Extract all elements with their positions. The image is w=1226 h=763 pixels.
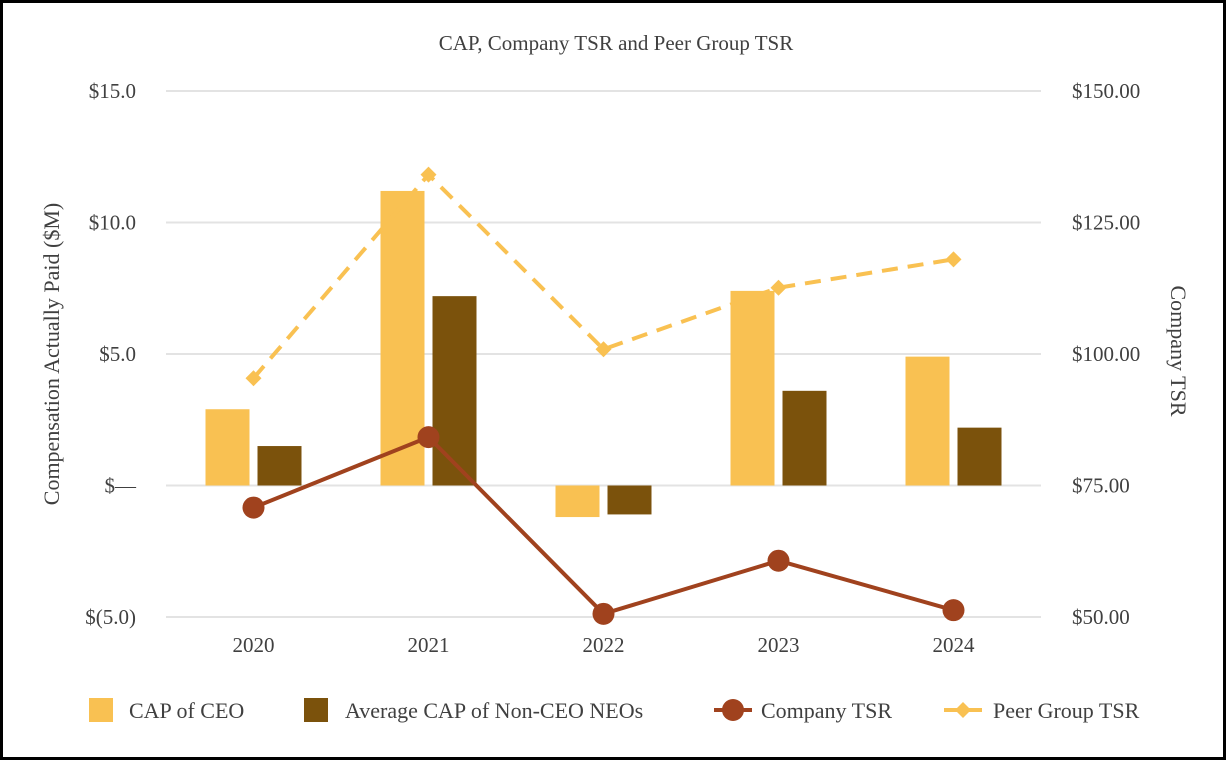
bar-cap-ceo: [555, 485, 600, 518]
y-tick-label: $10.0: [89, 211, 136, 235]
x-tick-label: 2022: [583, 633, 625, 657]
point-company-tsr: [242, 496, 265, 519]
legend-label-average-cap-of-non-ceo-neos: Average CAP of Non-CEO NEOs: [345, 698, 643, 723]
legend-label-company-tsr: Company TSR: [761, 698, 892, 723]
point-peer-group-tsr: [245, 370, 262, 387]
x-tick-label: 2023: [758, 633, 800, 657]
bar-cap-ceo: [730, 290, 775, 486]
bar-layer: [205, 190, 1002, 518]
point-peer-group-tsr: [770, 279, 787, 296]
y-tick-label: $—: [105, 474, 138, 498]
point-company-tsr: [942, 599, 965, 622]
bar-cap-non-ceo-neos: [782, 390, 827, 486]
chart-svg: CAP, Company TSR and Peer Group TSR Comp…: [39, 31, 1191, 723]
y2-tick-label: $150.00: [1072, 79, 1140, 103]
legend: CAP of CEO Average CAP of Non-CEO NEOs Com…: [89, 698, 1140, 723]
chart-title: CAP, Company TSR and Peer Group TSR: [439, 31, 794, 55]
y-tick-label: $5.0: [99, 342, 136, 366]
x-tick-label: 2021: [408, 633, 450, 657]
bar-cap-ceo: [905, 356, 950, 486]
legend-swatch-cap-of-ceo: [89, 698, 113, 722]
bar-cap-non-ceo-neos: [257, 446, 302, 486]
bar-cap-non-ceo-neos: [607, 485, 652, 515]
x-tick-label: 2024: [933, 633, 976, 657]
legend-swatch-average-cap-of-non-ceo-neos: [304, 698, 328, 722]
point-peer-group-tsr: [420, 166, 437, 183]
legend-marker-company-tsr: [722, 699, 744, 721]
point-company-tsr: [417, 426, 440, 449]
y-axis-title: Compensation Actually Paid ($M): [39, 203, 64, 505]
point-peer-group-tsr: [595, 341, 612, 358]
bar-cap-non-ceo-neos: [432, 296, 477, 486]
y-tick-label: $15.0: [89, 79, 136, 103]
legend-label-cap-of-ceo: CAP of CEO: [129, 698, 244, 723]
y2-tick-label: $100.00: [1072, 342, 1140, 366]
bar-cap-ceo: [205, 409, 250, 486]
line-layer: [242, 166, 965, 625]
bar-cap-non-ceo-neos: [957, 427, 1002, 486]
y2-axis-title: Company TSR: [1166, 285, 1191, 416]
legend-label-peer-group-tsr: Peer Group TSR: [993, 698, 1140, 723]
y2-tick-label: $75.00: [1072, 474, 1130, 498]
y2-tick-label: $50.00: [1072, 605, 1130, 629]
x-tick-label: 2020: [233, 633, 275, 657]
y2-tick-label: $125.00: [1072, 211, 1140, 235]
line-company-tsr: [252, 435, 955, 616]
point-peer-group-tsr: [945, 251, 962, 268]
point-company-tsr: [767, 549, 790, 572]
legend-marker-peer-group-tsr: [955, 702, 971, 718]
line-peer-group-tsr: [251, 172, 954, 380]
tick-layer: $15.0 $10.0 $5.0 $— $(5.0) $150.00 $125.00 $100…: [85, 79, 1140, 657]
y-tick-label: $(5.0): [85, 605, 136, 629]
point-company-tsr: [592, 602, 615, 625]
bar-cap-ceo: [380, 190, 425, 486]
